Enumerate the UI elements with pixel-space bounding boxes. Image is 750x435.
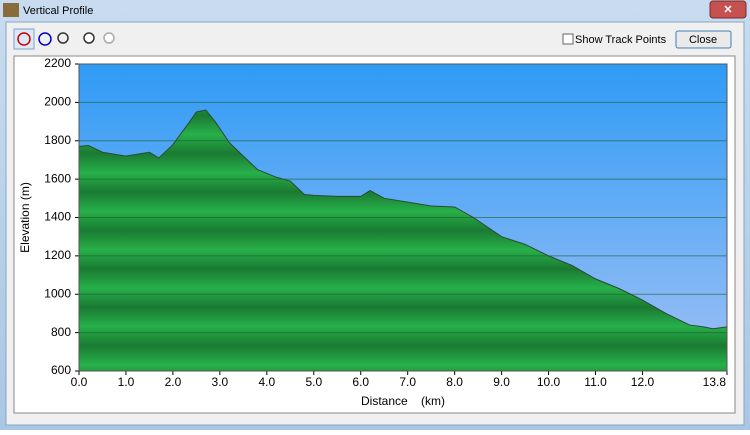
- x-tick-label: 4.0: [258, 375, 275, 389]
- tool-select-icon[interactable]: [17, 32, 31, 46]
- window-title: Vertical Profile: [23, 5, 93, 17]
- x-tick-label: 10.0: [537, 375, 561, 389]
- x-tick-label: 0.0: [71, 375, 88, 389]
- close-button[interactable]: [675, 30, 732, 49]
- x-tick-label: 12.0: [631, 375, 655, 389]
- close-button-label[interactable]: Close: [689, 34, 717, 46]
- x-tick-label: 5.0: [305, 375, 322, 389]
- x-tick-label: 1.0: [118, 375, 135, 389]
- x-tick-label: 7.0: [399, 375, 416, 389]
- x-axis-label: Distance (km): [361, 394, 445, 408]
- window-close[interactable]: [709, 0, 747, 19]
- x-tick-label: 11.0: [584, 375, 607, 389]
- area-fill: [79, 110, 727, 372]
- plot-border: [78, 63, 728, 372]
- y-tick-label: 1200: [44, 248, 71, 262]
- window-icon: [3, 3, 19, 17]
- area-outline: [78, 109, 728, 330]
- tool-zoom-box[interactable]: [57, 32, 69, 44]
- y-tick-label: 1600: [44, 171, 71, 185]
- x-tick-label: 2.0: [165, 375, 182, 389]
- x-tick-label: 8.0: [446, 375, 463, 389]
- y-tick-label: 1400: [44, 210, 71, 224]
- x-tick-label: 9.0: [493, 375, 510, 389]
- chart: 600 800 1000 1200 1400 1600 1800 2000 2200 0.0 1.0…: [18, 56, 728, 408]
- window-close-icon[interactable]: ✕: [723, 4, 732, 16]
- y-tick-label: 600: [51, 363, 71, 377]
- x-tick-label: 6.0: [352, 375, 369, 389]
- y-tick-label: 800: [51, 325, 71, 339]
- x-tick-label: 13.8: [703, 375, 727, 389]
- y-tick-label: 2200: [44, 56, 71, 70]
- x-tick-label: 3.0: [212, 375, 229, 389]
- y-tick-label: 1000: [44, 286, 71, 300]
- tool-zoom-out[interactable]: [103, 32, 115, 44]
- checkbox[interactable]: [562, 33, 574, 45]
- tool-select[interactable]: [13, 28, 35, 50]
- y-tick-label: 1800: [44, 133, 71, 147]
- tool-zoom-in[interactable]: [83, 32, 95, 44]
- y-axis-label: Elevation (m): [18, 182, 32, 253]
- tool-pan[interactable]: [38, 32, 52, 46]
- y-tick-label: 2000: [44, 95, 71, 109]
- checkbox-label[interactable]: Show Track Points: [575, 34, 667, 46]
